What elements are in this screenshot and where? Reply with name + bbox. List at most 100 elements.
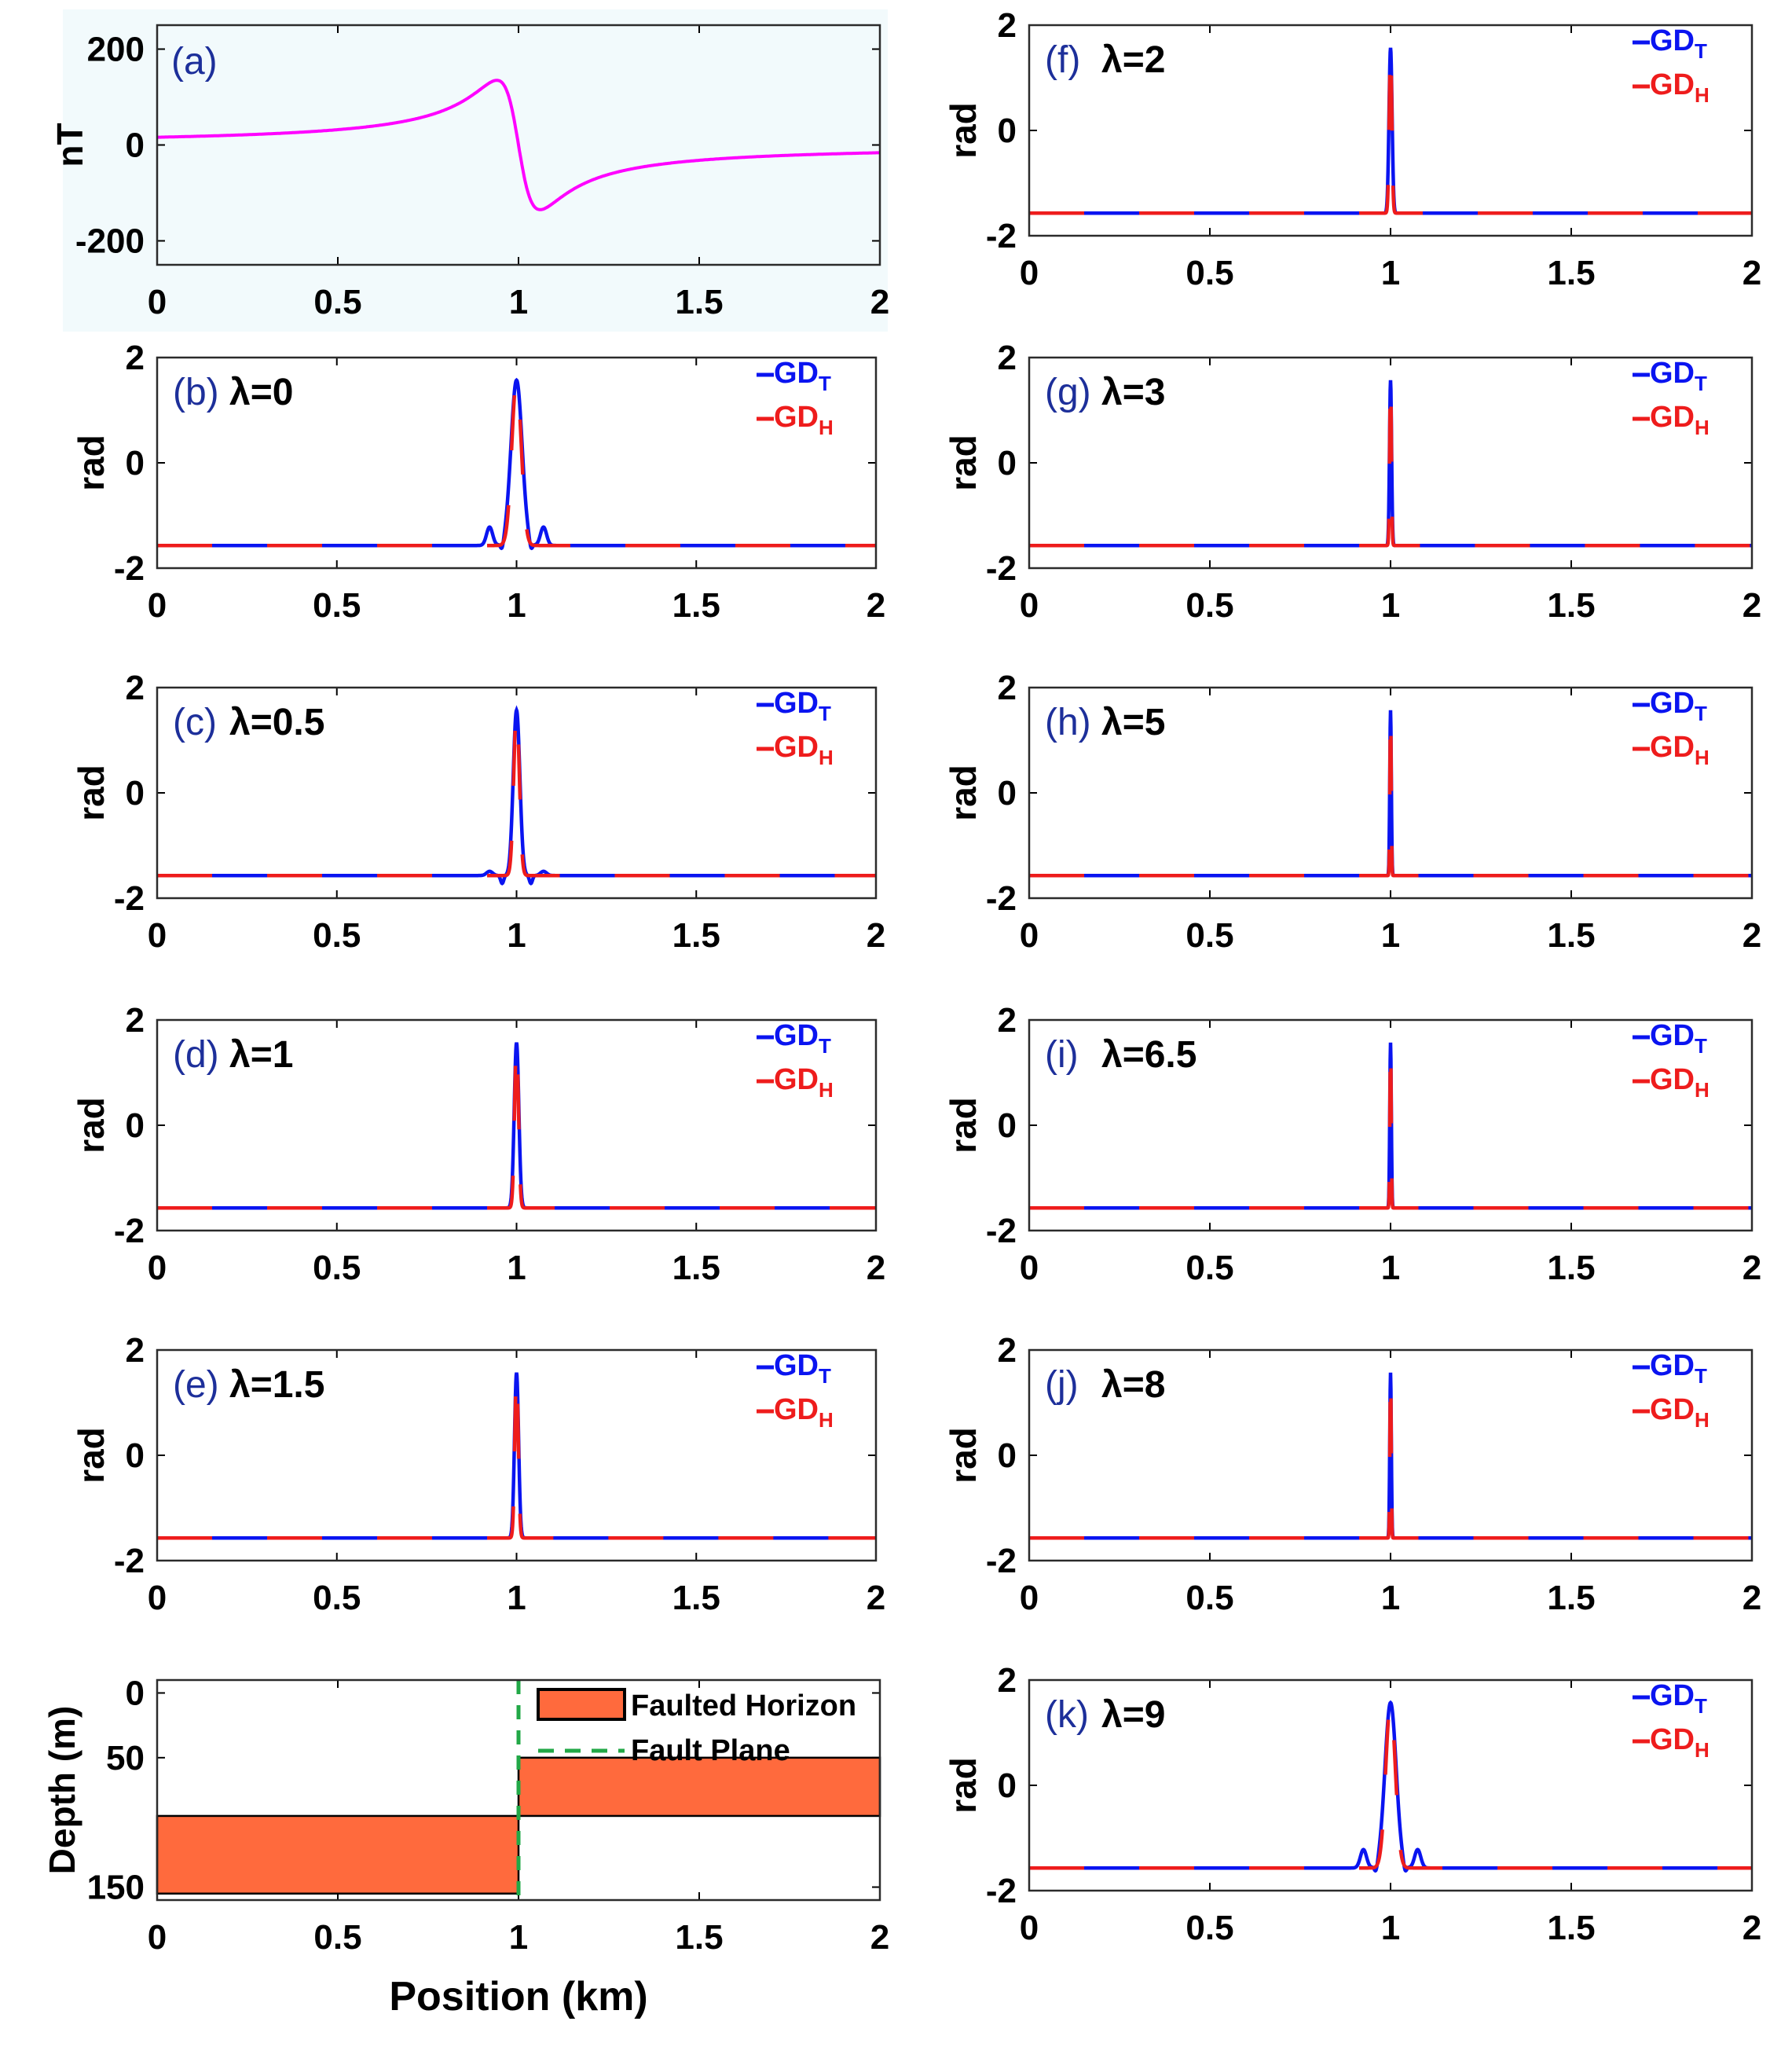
panel-label: (b): [173, 372, 219, 413]
x-tick-label: 0.5: [313, 1579, 361, 1617]
y-tick-label: -2: [986, 549, 1017, 588]
gdh-curve: [1029, 47, 1752, 215]
legend-subscript: T: [1695, 1694, 1707, 1718]
x-tick-label: 0.5: [1186, 586, 1233, 625]
legend-subscript: T: [1695, 1034, 1707, 1058]
axes-frame-b: [156, 356, 878, 570]
x-tick-label: 1.5: [672, 916, 720, 955]
axes-frame-a: [156, 24, 881, 266]
legend-subscript: H: [1695, 416, 1710, 439]
y-tick-label: -2: [114, 1212, 145, 1250]
x-tick-label: 0.5: [313, 1918, 361, 1957]
x-tick-label: 0: [1020, 916, 1039, 955]
gdh-curve: [157, 1372, 876, 1540]
x-tick-label: 1: [507, 916, 526, 955]
gdh-curve: [1029, 1372, 1752, 1540]
x-tick-label: 2: [867, 916, 885, 955]
axes-frame-l: [156, 1678, 881, 1902]
lambda-label: λ=1.5: [229, 1364, 324, 1406]
x-tick-label: 0.5: [313, 586, 361, 625]
y-axis-label: rad: [943, 765, 984, 821]
gdh-curve: [1029, 1042, 1752, 1210]
x-tick-label: 0.5: [313, 1249, 361, 1287]
x-tick-label: 0: [148, 916, 167, 955]
y-tick-label: 2: [998, 6, 1017, 45]
x-tick-label: 0.5: [1186, 1909, 1233, 1947]
x-tick-label: 2: [1743, 1579, 1761, 1617]
y-axis-label: rad: [943, 435, 984, 491]
legend-subscript: H: [819, 1078, 834, 1102]
lambda-label: λ=0.5: [229, 702, 324, 743]
plot-area-b: [157, 358, 876, 568]
y-tick-label: 0: [126, 444, 145, 482]
lambda-label: λ=9: [1101, 1694, 1165, 1736]
x-tick-label: 0: [148, 586, 167, 625]
x-tick-label: 0: [148, 1249, 167, 1287]
x-tick-label: 1.5: [675, 1918, 723, 1957]
legend-subscript: T: [1695, 39, 1707, 63]
x-tick-label: 2: [1743, 586, 1761, 625]
y-axis-label: rad: [71, 1427, 112, 1484]
legend-subscript: H: [1695, 83, 1710, 107]
legend-subscript: H: [1695, 746, 1710, 769]
x-tick-label: 2: [870, 1918, 889, 1957]
y-tick-label: 0: [998, 444, 1017, 482]
legend-subscript: T: [819, 1364, 831, 1388]
panel-label: (g): [1045, 372, 1091, 413]
y-tick-label: 50: [106, 1739, 145, 1777]
gdh-curve: [157, 1042, 876, 1210]
lambda-label: λ=6.5: [1101, 1034, 1196, 1076]
x-tick-label: 0: [1020, 1909, 1039, 1947]
x-tick-label: 1.5: [1547, 1909, 1595, 1947]
panel-label: (e): [173, 1364, 219, 1406]
y-tick-label: 150: [87, 1869, 145, 1907]
x-tick-label: 2: [867, 586, 885, 625]
y-tick-label: -200: [75, 222, 145, 261]
x-tick-label: 1: [509, 283, 528, 321]
y-tick-label: -2: [986, 1212, 1017, 1250]
panel-label: (d): [173, 1034, 219, 1076]
y-tick-label: 2: [998, 1001, 1017, 1040]
y-tick-label: 2: [126, 1001, 145, 1040]
y-axis-label: nT: [49, 123, 90, 167]
x-tick-label: 1.5: [672, 1579, 720, 1617]
legend-gdt-label: GDT: [1650, 1349, 1707, 1388]
x-tick-label: 0: [1020, 1579, 1039, 1617]
y-axis-label: rad: [943, 1097, 984, 1154]
y-axis-label: rad: [943, 102, 984, 159]
legend-subscript: H: [1695, 1078, 1710, 1102]
y-tick-label: 0: [126, 127, 145, 165]
panel-label: (a): [171, 41, 218, 83]
y-tick-label: 2: [126, 339, 145, 377]
legend-subscript: T: [819, 372, 831, 395]
x-tick-label: 1: [1381, 1579, 1400, 1617]
y-axis-label: rad: [71, 1097, 112, 1154]
y-tick-label: -2: [986, 879, 1017, 918]
legend-gdt-label: GDT: [1650, 1679, 1707, 1718]
x-tick-label: 0.5: [1186, 1249, 1233, 1287]
x-tick-label: 0: [148, 1579, 167, 1617]
axes-frame-h: [1028, 686, 1754, 900]
x-tick-label: 0.5: [1186, 916, 1233, 955]
axes-frame-i: [1028, 1018, 1754, 1232]
y-tick-label: 2: [998, 339, 1017, 377]
y-tick-label: 0: [998, 1436, 1017, 1475]
plot-area-k: [1029, 1680, 1752, 1891]
x-tick-label: 1: [1381, 586, 1400, 625]
y-tick-label: 0: [126, 774, 145, 813]
y-tick-label: 2: [998, 1331, 1017, 1370]
gdh-curve: [157, 377, 876, 548]
axes-frame-j: [1028, 1348, 1754, 1562]
lambda-label: λ=1: [229, 1034, 293, 1076]
y-tick-label: -2: [114, 1542, 145, 1580]
lambda-label: λ=5: [1101, 702, 1165, 743]
x-tick-label: 2: [870, 283, 889, 321]
legend-subscript: H: [819, 1408, 834, 1432]
